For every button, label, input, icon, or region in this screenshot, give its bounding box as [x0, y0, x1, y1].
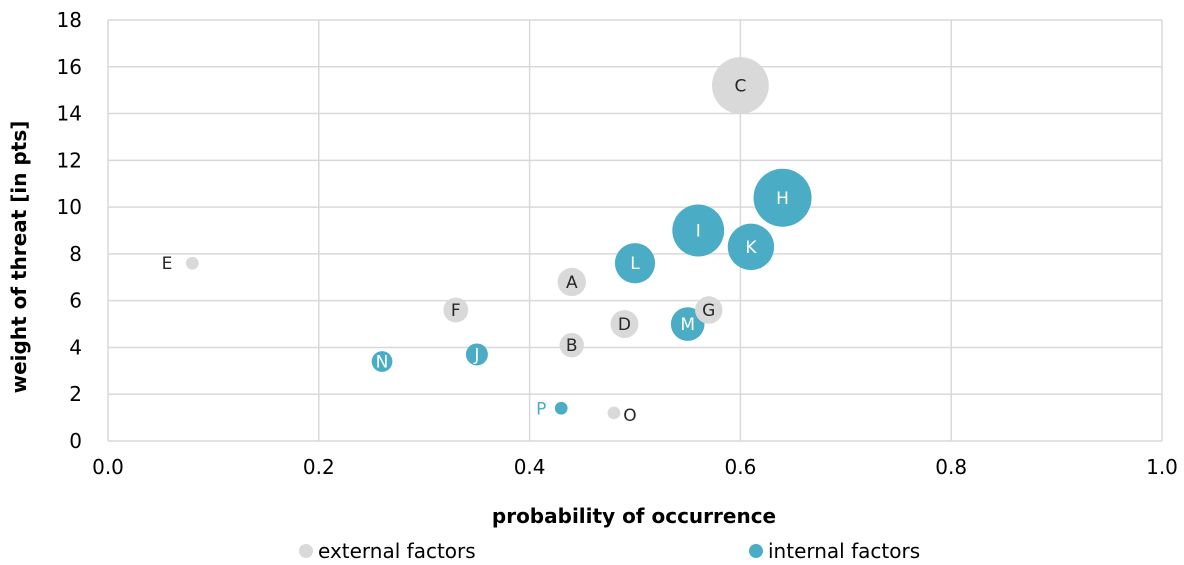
bubble-label-b: B	[566, 336, 578, 356]
bubble-b	[559, 332, 584, 358]
bubble-j	[465, 343, 488, 366]
x-tick-label: 0.4	[514, 455, 546, 479]
y-tick-label: 18	[57, 8, 82, 32]
bubble-label-m: M	[680, 315, 695, 335]
x-tick-label: 0.8	[935, 455, 967, 479]
y-axis-title: weight of threat [in pts]	[7, 121, 31, 394]
bubble-f	[443, 297, 469, 323]
bubble-c	[711, 57, 769, 114]
bubble-label-k: K	[745, 238, 757, 258]
y-tick-label: 6	[69, 289, 82, 313]
bubble-label-e: E	[162, 254, 173, 274]
gridlines	[107, 19, 1163, 442]
bubble-label-c: C	[734, 76, 746, 96]
legend-marker-0	[299, 544, 313, 558]
bubble-g	[695, 296, 723, 324]
bubble-label-g: G	[702, 301, 715, 321]
legend-marker-1	[749, 544, 763, 558]
y-tick-label: 16	[57, 55, 82, 79]
bubble-n	[371, 351, 393, 372]
legend: external factors internal factors	[299, 539, 920, 563]
y-axis-ticks: 0 2 4 6 8 10 12 14 16 18	[57, 8, 82, 453]
bubble-label-n: N	[376, 352, 389, 372]
bubble-label-i: I	[696, 222, 701, 242]
bubble-l	[614, 243, 656, 284]
x-tick-label: 0.2	[303, 455, 335, 479]
x-tick-label: 1.0	[1146, 455, 1178, 479]
bubble-label-d: D	[618, 315, 631, 335]
bubble-label-o: O	[623, 406, 636, 426]
y-tick-label: 12	[57, 148, 82, 172]
bubble-h	[753, 168, 812, 227]
bubble-label-p: P	[536, 399, 546, 419]
y-tick-label: 8	[69, 242, 82, 266]
bubble-a	[557, 267, 586, 297]
bubble-e	[185, 256, 199, 270]
bubbles-layer: H C I K L M A D G F B J N E O P	[162, 57, 812, 426]
bubble-m	[670, 307, 705, 341]
bubble-d	[610, 310, 639, 339]
x-tick-label: 0.0	[92, 455, 124, 479]
bubble-p	[554, 401, 568, 415]
bubble-k	[727, 223, 775, 271]
y-tick-label: 4	[69, 335, 82, 359]
y-tick-label: 0	[69, 429, 82, 453]
bubble-i	[672, 204, 725, 257]
y-tick-label: 2	[69, 382, 82, 406]
bubble-label-a: A	[566, 273, 578, 293]
bubble-label-j: J	[473, 345, 479, 365]
x-tick-label: 0.6	[724, 455, 756, 479]
legend-label: external factors	[318, 539, 476, 563]
y-tick-label: 14	[57, 102, 82, 126]
y-tick-label: 10	[57, 195, 82, 219]
bubble-label-f: F	[451, 301, 461, 321]
bubble-label-l: L	[630, 254, 640, 274]
bubble-label-h: H	[776, 189, 789, 209]
x-axis-title: probability of occurrence	[492, 504, 776, 528]
bubble-o	[607, 406, 621, 420]
legend-label: internal factors	[768, 539, 920, 563]
x-axis-ticks: 0.0 0.2 0.4 0.6 0.8 1.0	[92, 455, 1178, 479]
